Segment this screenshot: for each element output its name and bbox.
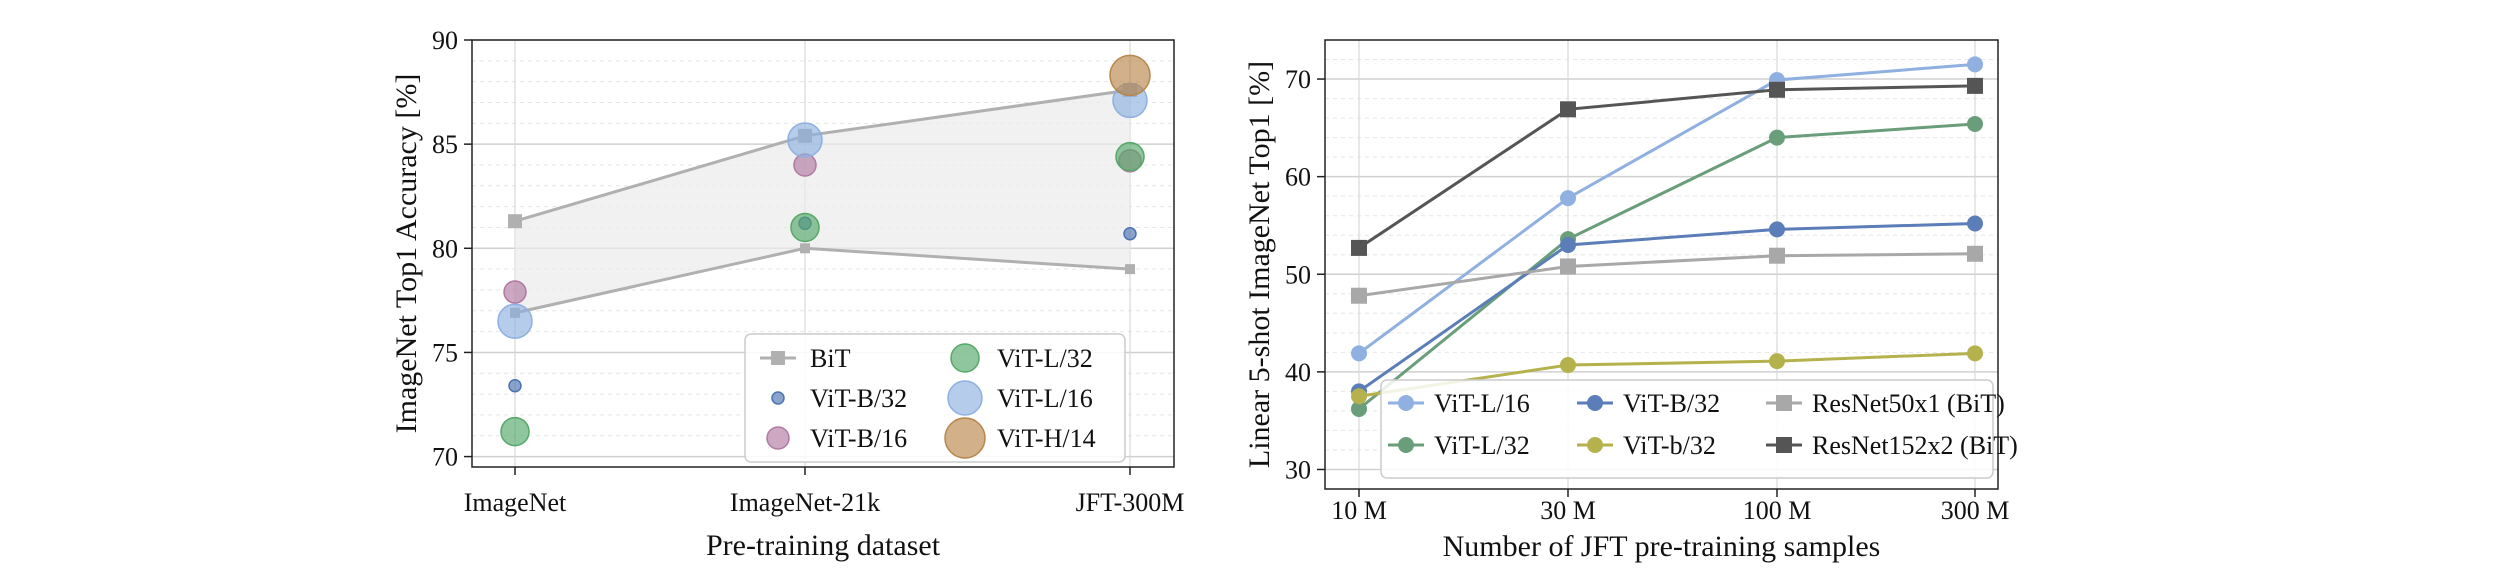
legend-label: ViT-B/32 [810,384,907,413]
point-vit-b-32 [1967,345,1983,362]
line-resnet152x2-bit [1358,84,1976,250]
chart-jft-samples: 30 40 50 60 70 10 M 30 M 100 M 300 M Number of J… [1243,39,2018,563]
plot-frame [471,39,1175,468]
legend-box [744,333,1126,463]
point-vit-l-32 [1115,141,1145,172]
point-vit-b-32 [1351,388,1367,405]
point-vit-b-32 [1967,215,1983,232]
point-vit-l-16 [1560,190,1576,207]
bit-lower-point [1125,264,1135,275]
y-tick-label: 75 [432,338,458,367]
point-resnet50x1-bit [1967,245,1983,262]
bit-lower-point [800,243,810,254]
y-tick-label: 60 [1285,163,1311,192]
legend-swatch-vit-l-32 [950,343,980,373]
point-vit-b-32 [1769,221,1785,238]
x-axis-label: Number of JFT pre-training samples [1443,530,1881,563]
point-vit-l-32 [1769,129,1785,146]
point-resnet152x2-bit [1351,239,1367,256]
legend-swatch-vit-b-16 [766,426,790,450]
legend-label: ViT-L/32 [997,344,1093,373]
point-vit-l-16 [787,122,823,158]
x-tick-label: ImageNet-21k [730,488,880,517]
legend-swatch-resnet152x2-bit [1776,437,1792,453]
legend-swatch-vit-l-16 [947,380,983,416]
legend-swatch-vit-b-32 [1587,437,1603,453]
bit-upper-point [508,214,522,229]
legend-swatch-vit-b-32 [771,391,785,405]
line-vit-l-16 [1358,62,1976,355]
y-axis-label: ImageNet Top1 Accuracy [%] [390,74,423,434]
legend-label: ResNet152x2 (BiT) [1812,431,2018,460]
y-tick-label: 30 [1285,455,1311,484]
legend-swatch-resnet50x1-bit [1776,395,1792,411]
legend-label: ResNet50x1 (BiT) [1812,389,2005,418]
y-tick-label: 70 [1285,65,1311,94]
point-vit-b-32 [1560,236,1576,253]
legend-label: ViT-H/14 [997,424,1096,453]
point-vit-b-32 [508,379,522,393]
legend: ViT-L/16 ViT-L/32 ViT-B/32 ViT-b/32 ResNet50… [1380,379,2018,479]
point-resnet152x2-bit [1560,101,1576,118]
point-resnet50x1-bit [1769,247,1785,264]
point-resnet50x1-bit [1560,258,1576,275]
line-vit-l-32 [1358,122,1976,411]
legend-swatch-vit-l-16 [1398,395,1414,411]
tick-labels: 30 40 50 60 70 10 M 30 M 100 M 300 M [1285,65,2009,525]
x-tick-label: 300 M [1941,496,2010,525]
x-tick-label: JFT-300M [1076,488,1185,517]
legend-label: BiT [810,344,851,373]
legend-label: ViT-L/32 [1434,431,1530,460]
point-vit-l-32 [500,416,530,447]
point-vit-l-16 [1351,345,1367,362]
point-resnet152x2-bit [1769,81,1785,98]
point-resnet50x1-bit [1351,287,1367,304]
point-vit-b-32 [1123,226,1137,241]
line-vit-b-32 [1358,222,1976,393]
data-marks [1351,56,1983,417]
x-tick-label: 100 M [1743,496,1812,525]
point-vit-b-32 [1560,357,1576,374]
point-vit-l-16 [497,303,533,339]
point-vit-b-16 [503,280,527,304]
point-resnet152x2-bit [1967,77,1983,94]
legend-label: ViT-B/16 [810,424,907,453]
legend-label: ViT-L/16 [1434,389,1530,418]
x-tick-label: 10 M [1331,496,1387,525]
y-tick-label: 50 [1285,260,1311,289]
point-vit-l-32 [1967,115,1983,132]
data-marks [497,54,1151,447]
point-vit-l-32 [790,212,820,243]
x-axis-label: Pre-training dataset [706,529,941,562]
tick-labels: 70 75 80 85 90 ImageNet ImageNet-21k JFT-300M [432,26,1184,517]
legend-label: ViT-b/32 [1623,431,1716,460]
legend-swatch-bit-marker [771,351,785,365]
bit-band-fill [515,89,1130,313]
x-tick-label: ImageNet [464,488,567,517]
y-tick-label: 80 [432,234,458,263]
chart-pretraining-dataset: 70 75 80 85 90 ImageNet ImageNet-21k JFT-300M P… [390,26,1184,562]
y-tick-label: 90 [432,26,458,55]
point-vit-l-32 [1351,400,1367,417]
y-tick-label: 85 [432,130,458,159]
y-axis-label: Linear 5-shot ImageNet Top1 [%] [1243,61,1276,468]
line-resnet50x1-bit [1358,252,1976,298]
legend-label: ViT-L/16 [997,384,1093,413]
legend-swatch-vit-l-32 [1398,437,1414,453]
legend-swatch-vit-b-32 [1587,395,1603,411]
plot-frame [1324,39,1999,490]
point-vit-h-14 [1109,54,1151,97]
legend-box [1380,379,1994,479]
legend: BiT ViT-B/32 ViT-B/16 ViT-L/32 ViT-L/16 ViT-H… [744,333,1126,463]
x-tick-label: 30 M [1540,496,1596,525]
point-vit-b-32 [1769,353,1785,370]
point-vit-l-16 [1967,56,1983,73]
legend-swatch-vit-h-14 [944,417,986,459]
y-tick-label: 70 [432,443,458,472]
y-tick-label: 40 [1285,358,1311,387]
legend-label: ViT-B/32 [1623,389,1720,418]
bit-band [508,82,1137,318]
